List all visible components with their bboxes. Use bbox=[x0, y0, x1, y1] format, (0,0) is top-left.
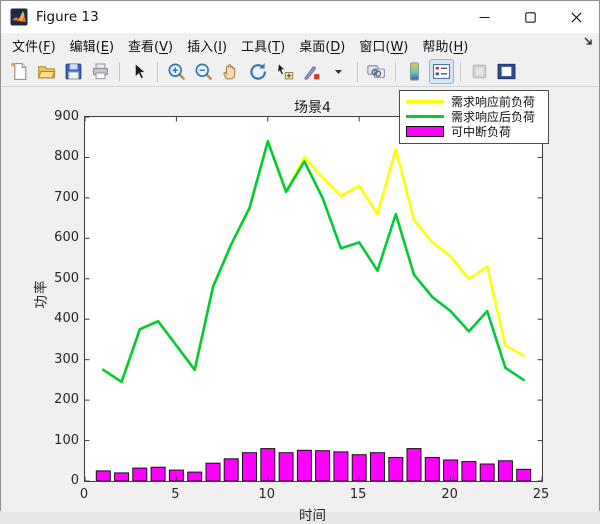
bar-interruptible-load[interactable] bbox=[278, 452, 294, 482]
bar-interruptible-load[interactable] bbox=[296, 449, 312, 482]
bar-interruptible-load[interactable] bbox=[242, 452, 257, 482]
bar-interruptible-load[interactable] bbox=[406, 448, 422, 482]
line-series-1[interactable] bbox=[101, 139, 526, 384]
toolbar-separator bbox=[357, 61, 358, 82]
legend-entry: 需求响应前负荷 bbox=[400, 94, 548, 109]
y-tick-label: 300 bbox=[54, 351, 79, 367]
window-title: Figure 13 bbox=[36, 9, 99, 25]
save-figure-icon[interactable] bbox=[61, 59, 86, 84]
menubar: 文件(F) 编辑(E) 查看(V) 插入(I) 工具(T) 桌面(D) 窗口(W) 帮助(H) bbox=[1, 33, 599, 57]
plot-tools-off-icon[interactable] bbox=[467, 59, 492, 84]
bar-interruptible-load[interactable] bbox=[461, 461, 477, 482]
new-figure-icon[interactable] bbox=[7, 59, 32, 84]
window-controls bbox=[461, 1, 599, 33]
chart-title: 场景4 bbox=[294, 100, 331, 116]
minimize-button[interactable] bbox=[461, 1, 507, 33]
x-tick-label: 20 bbox=[441, 487, 458, 502]
bar-interruptible-load[interactable] bbox=[205, 462, 221, 482]
bar-interruptible-load[interactable] bbox=[260, 448, 276, 482]
bar-interruptible-load[interactable] bbox=[315, 450, 331, 482]
bar-interruptible-load[interactable] bbox=[370, 452, 385, 482]
y-tick-label: 400 bbox=[54, 311, 79, 327]
menu-item-F[interactable]: 文件(F) bbox=[12, 39, 56, 55]
dock-figure-icon[interactable] bbox=[583, 36, 595, 52]
toolbar-separator bbox=[157, 61, 158, 82]
data-cursor-icon[interactable] bbox=[272, 59, 297, 84]
bar-interruptible-load[interactable] bbox=[150, 466, 166, 482]
menu-item-H[interactable]: 帮助(H) bbox=[422, 39, 469, 55]
y-tick-label: 800 bbox=[54, 149, 79, 165]
legend-toggle-icon[interactable] bbox=[429, 59, 454, 84]
bar-interruptible-load[interactable] bbox=[95, 470, 111, 482]
zoom-in-icon[interactable] bbox=[164, 59, 189, 84]
x-tick-label: 15 bbox=[349, 487, 367, 502]
x-tick-label: 0 bbox=[79, 487, 89, 502]
brush-dropdown-icon[interactable] bbox=[326, 59, 351, 84]
menu-item-T[interactable]: 工具(T) bbox=[241, 39, 286, 55]
toolbar-separator bbox=[460, 61, 461, 82]
bar-interruptible-load[interactable] bbox=[479, 463, 495, 482]
rotate-3d-icon[interactable] bbox=[245, 59, 270, 84]
x-tick-label: 25 bbox=[532, 487, 550, 502]
legend-entry: 需求响应后负荷 bbox=[400, 109, 548, 124]
menu-item-E[interactable]: 编辑(E) bbox=[69, 39, 115, 55]
print-figure-icon[interactable] bbox=[88, 59, 113, 84]
bar-interruptible-load[interactable] bbox=[223, 458, 239, 482]
toolbar-separator bbox=[395, 61, 396, 82]
matlab-figure-icon bbox=[10, 8, 28, 26]
figure-canvas[interactable]: 场景4 功率 时间 需求响应前负荷 需求响应后负荷 可中断负荷 0 100 200 300… bbox=[1, 88, 599, 524]
open-file-icon[interactable] bbox=[34, 59, 59, 84]
legend-line-swatch bbox=[406, 100, 444, 103]
y-tick-label: 500 bbox=[54, 270, 79, 286]
bar-interruptible-load[interactable] bbox=[132, 467, 148, 482]
link-plots-icon[interactable] bbox=[364, 59, 389, 84]
bar-interruptible-load[interactable] bbox=[333, 451, 349, 482]
colorbar-icon[interactable] bbox=[402, 59, 427, 84]
legend-entry: 可中断负荷 bbox=[400, 124, 548, 139]
y-tick-label: 200 bbox=[54, 392, 79, 408]
menu-item-W[interactable]: 窗口(W) bbox=[359, 39, 409, 55]
bar-interruptible-load[interactable] bbox=[424, 457, 440, 482]
zoom-out-icon[interactable] bbox=[191, 59, 216, 84]
menu-item-V[interactable]: 查看(V) bbox=[128, 39, 174, 55]
y-tick-label: 100 bbox=[54, 432, 79, 448]
bar-interruptible-load[interactable] bbox=[388, 457, 404, 482]
x-axis-label: 时间 bbox=[299, 508, 326, 524]
pointer-icon[interactable] bbox=[126, 59, 151, 84]
titlebar[interactable]: Figure 13 bbox=[1, 1, 599, 33]
toolbar-separator bbox=[119, 61, 120, 82]
axes-box[interactable] bbox=[84, 116, 543, 482]
maximize-button[interactable] bbox=[507, 1, 553, 33]
legend-line-swatch bbox=[406, 115, 444, 118]
legend-label: 需求响应后负荷 bbox=[451, 110, 536, 124]
legend-label: 可中断负荷 bbox=[451, 125, 512, 139]
legend-label: 需求响应前负荷 bbox=[451, 95, 536, 109]
y-tick-label: 600 bbox=[54, 230, 79, 246]
close-button[interactable] bbox=[553, 1, 599, 33]
y-tick-label: 900 bbox=[54, 109, 79, 124]
y-tick-label: 700 bbox=[54, 189, 79, 205]
legend-box[interactable]: 需求响应前负荷 需求响应后负荷 可中断负荷 bbox=[399, 90, 549, 144]
menu-item-D[interactable]: 桌面(D) bbox=[299, 39, 346, 55]
bar-interruptible-load[interactable] bbox=[114, 472, 130, 482]
menu-item-I[interactable]: 插入(I) bbox=[187, 39, 228, 55]
x-tick-label: 5 bbox=[171, 487, 180, 502]
toolbar bbox=[1, 57, 599, 87]
bar-interruptible-load[interactable] bbox=[497, 460, 513, 482]
brush-icon[interactable] bbox=[299, 59, 324, 84]
legend-patch-swatch bbox=[406, 126, 444, 137]
bar-interruptible-load[interactable] bbox=[516, 468, 532, 482]
bar-interruptible-load[interactable] bbox=[187, 471, 203, 482]
plot-tools-dock-icon[interactable] bbox=[494, 59, 519, 84]
x-tick-label: 10 bbox=[258, 487, 276, 502]
plot-surface[interactable] bbox=[84, 116, 543, 482]
y-tick-label: 0 bbox=[70, 473, 79, 488]
pan-hand-icon[interactable] bbox=[218, 59, 243, 84]
